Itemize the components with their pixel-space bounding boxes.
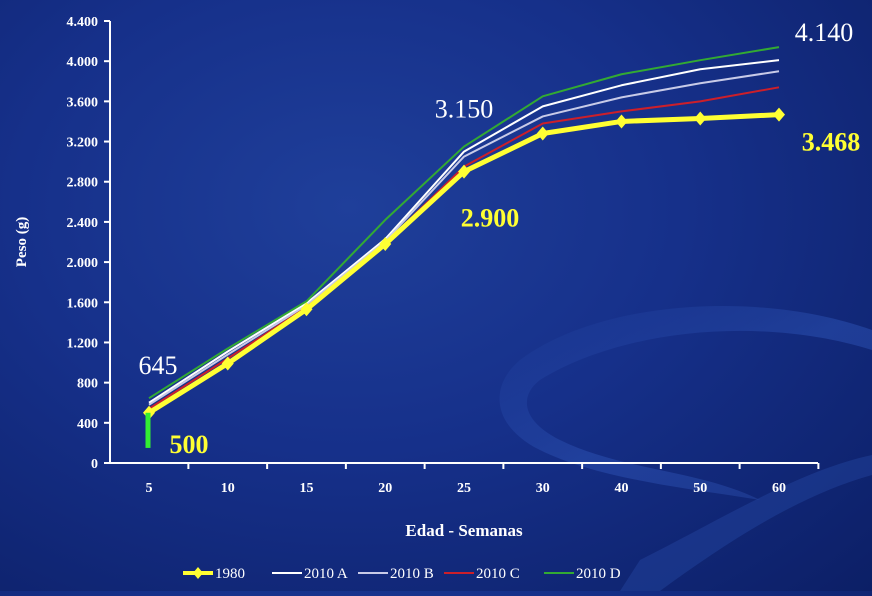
x-axis-title: Edad - Semanas — [405, 521, 523, 540]
x-tick-label: 40 — [615, 481, 629, 496]
legend: 1980 2010 A 2010 B 2010 C 2010 D — [183, 566, 621, 582]
data-point-marker — [536, 126, 549, 141]
legend-item: 2010 B — [358, 566, 434, 582]
legend-item: 2010 C — [444, 566, 520, 582]
legend-item: 2010 A — [272, 566, 348, 582]
x-tick-label: 50 — [693, 481, 707, 496]
legend-label: 2010 D — [576, 566, 621, 582]
legend-label: 2010 B — [390, 566, 434, 582]
y-tick-label: 2.800 — [67, 176, 99, 191]
series-line-1980 — [147, 112, 780, 415]
y-tick-label: 3.600 — [67, 95, 99, 110]
x-tick-label: 30 — [536, 481, 550, 496]
y-tick-label: 4.400 — [67, 15, 99, 30]
data-point-marker — [615, 114, 628, 129]
legend-label: 1980 — [215, 566, 245, 582]
axes — [109, 21, 818, 464]
y-ticks: 0 400 800 1.200 1.600 2.000 2.400 2.800 3.200 3.6… — [67, 15, 110, 472]
y-tick-label: 0 — [91, 457, 98, 472]
data-annotation: 2.900 — [461, 204, 520, 233]
series-lines — [143, 46, 785, 420]
x-tick-label: 20 — [378, 481, 392, 496]
data-annotation: 4.140 — [795, 18, 854, 47]
legend-item: 2010 D — [544, 566, 621, 582]
background-swoosh — [620, 455, 872, 591]
legend-marker — [193, 567, 203, 579]
legend-label: 2010 C — [476, 566, 520, 582]
legend-label: 2010 A — [304, 566, 348, 582]
y-tick-label: 1.600 — [67, 296, 99, 311]
y-tick-label: 2.400 — [67, 216, 99, 231]
x-tick-label: 5 — [146, 481, 153, 496]
y-tick-label: 1.200 — [67, 336, 99, 351]
data-point-marker — [300, 302, 313, 317]
y-tick-label: 4.000 — [67, 55, 99, 70]
y-axis-title: Peso (g) — [14, 217, 30, 267]
annotations: 645 500 3.150 2.900 4.140 3.468 — [139, 18, 861, 459]
x-tick-label: 15 — [300, 481, 314, 496]
x-tick-label: 60 — [772, 481, 786, 496]
series-line-2010-a — [148, 59, 780, 404]
y-tick-label: 400 — [77, 417, 98, 432]
x-tick-label: 25 — [457, 481, 471, 496]
series-line-2010-c — [148, 86, 780, 410]
series-line-2010-b — [148, 70, 780, 406]
data-point-marker — [773, 107, 785, 122]
legend-item: 1980 — [183, 566, 245, 582]
data-point-marker — [379, 237, 392, 252]
x-ticks: 5 10 15 20 25 30 40 50 60 — [146, 463, 820, 496]
data-point-marker — [694, 111, 707, 126]
data-annotation: 500 — [170, 430, 209, 459]
x-tick-label: 10 — [221, 481, 235, 496]
data-point-marker — [458, 164, 470, 179]
y-tick-label: 2.000 — [67, 256, 99, 271]
background-swoosh — [499, 306, 872, 500]
y-tick-label: 800 — [77, 377, 98, 392]
data-annotation: 645 — [139, 351, 178, 380]
y-tick-label: 3.200 — [67, 136, 99, 151]
data-annotation: 3.150 — [435, 95, 494, 124]
series-line-2010-d — [148, 46, 780, 400]
data-point-marker — [221, 356, 234, 371]
data-annotation: 3.468 — [802, 128, 861, 157]
